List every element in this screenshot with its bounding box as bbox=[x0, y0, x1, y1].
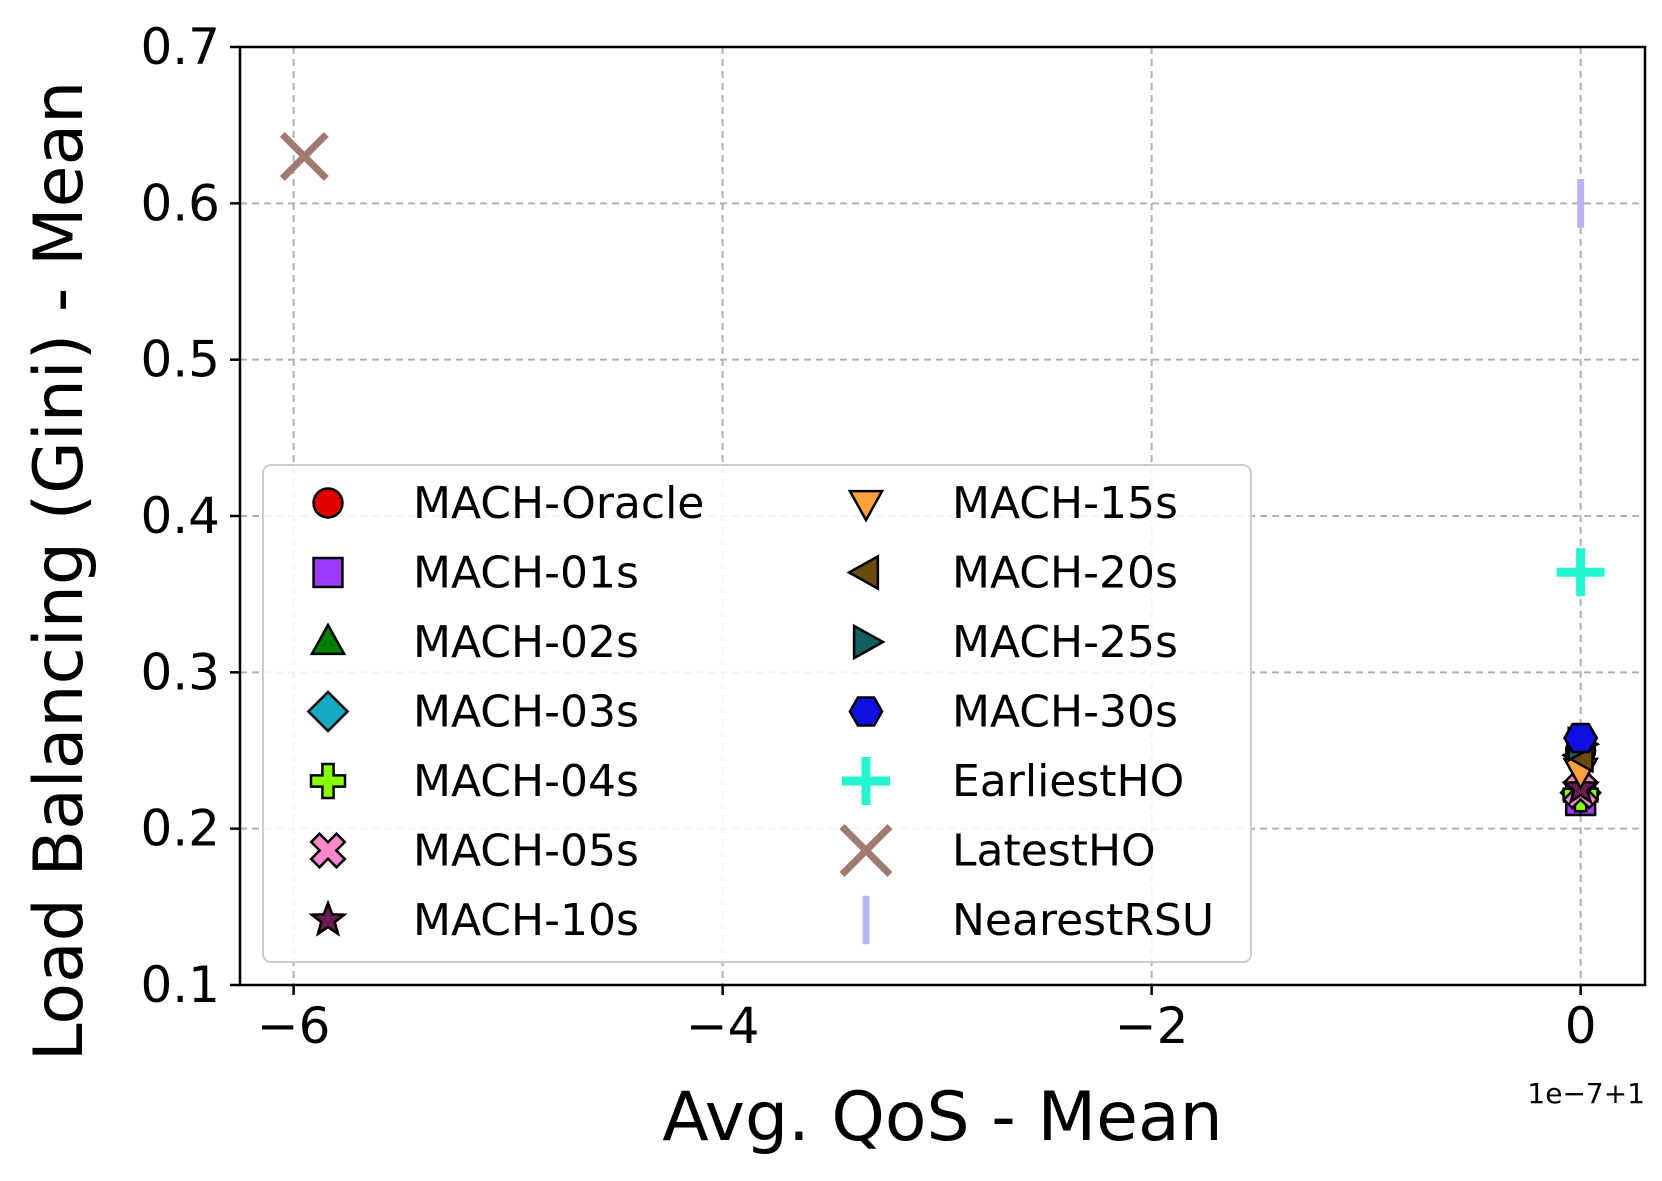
y-tick-label: 0.6 bbox=[140, 174, 220, 232]
legend-label: MACH-02s bbox=[413, 617, 639, 668]
legend-marker-star bbox=[308, 899, 348, 937]
y-tick-label: 0.1 bbox=[140, 956, 220, 1014]
x-tick-label: 0 bbox=[1565, 997, 1597, 1055]
data-point-hexagon bbox=[1563, 722, 1599, 754]
legend-marker-plus bbox=[842, 757, 890, 805]
legend-marker-x-filled bbox=[309, 831, 347, 870]
data-point bbox=[279, 131, 329, 181]
legend-label: MACH-10s bbox=[413, 895, 639, 946]
data-point bbox=[1556, 548, 1605, 597]
data-point-x bbox=[279, 131, 329, 181]
y-tick-label: 0.4 bbox=[140, 487, 220, 545]
y-axis-label: Load Balancing (Gini) - Mean bbox=[20, 81, 99, 1062]
x-axis-label: Avg. QoS - Mean bbox=[662, 1078, 1223, 1157]
x-tick-label: −4 bbox=[686, 997, 760, 1055]
legend-label: MACH-15s bbox=[952, 478, 1178, 529]
axis-ticks: −6 −4 −2 0 0.1 0.2 0.3 0.4 0.5 0.6 0.7 bbox=[140, 18, 1596, 1055]
legend-label: NearestRSU bbox=[952, 895, 1214, 946]
legend-label: MACH-30s bbox=[952, 687, 1178, 738]
legend-marker-plus-filled bbox=[309, 762, 347, 800]
legend-item: EarliestHO bbox=[842, 756, 1184, 807]
y-tick-label: 0.5 bbox=[140, 331, 220, 389]
legend-label: MACH-03s bbox=[413, 687, 639, 738]
data-point bbox=[1563, 722, 1599, 754]
legend-marker-triangle-up bbox=[309, 622, 347, 656]
legend-label: MACH-05s bbox=[413, 826, 639, 877]
legend-label: MACH-Oracle bbox=[413, 478, 704, 529]
legend-label: MACH-01s bbox=[413, 548, 639, 599]
legend-item: NearestRSU bbox=[862, 895, 1214, 946]
legend-item: LatestHO bbox=[839, 824, 1156, 877]
legend-label: MACH-04s bbox=[413, 756, 639, 807]
legend-label: LatestHO bbox=[952, 826, 1156, 877]
y-tick-label: 0.2 bbox=[140, 800, 220, 858]
data-point-plus bbox=[1556, 548, 1605, 597]
legend-label: MACH-25s bbox=[952, 617, 1178, 668]
legend-marker-triangle-right bbox=[852, 623, 886, 661]
x-axis-offset-label: 1e−7+1 bbox=[1527, 1077, 1645, 1110]
legend-item: MACH-01s bbox=[312, 548, 639, 599]
legend-marker-circle bbox=[312, 487, 344, 519]
x-tick-label: −6 bbox=[257, 997, 331, 1055]
legend-marker-square bbox=[312, 556, 344, 589]
legend-marker-triangle-left bbox=[846, 554, 880, 591]
legend-item: MACH-04s bbox=[309, 756, 639, 807]
legend-box bbox=[262, 464, 1252, 963]
legend-item: MACH-03s bbox=[306, 687, 639, 738]
legend-marker-diamond bbox=[306, 690, 350, 733]
legend-item: MACH-30s bbox=[848, 687, 1178, 738]
legend-item: MACH-10s bbox=[308, 895, 639, 946]
legend-marker-triangle-down bbox=[847, 489, 885, 523]
legend-item: MACH-25s bbox=[852, 617, 1178, 668]
legend-marker-hexagon bbox=[848, 696, 884, 727]
legend-item: MACH-20s bbox=[846, 548, 1178, 599]
legend-label: MACH-20s bbox=[952, 548, 1178, 599]
legend-marker-x bbox=[839, 824, 893, 877]
legend-item: MACH-Oracle bbox=[312, 478, 704, 529]
legend-item: MACH-15s bbox=[847, 478, 1178, 529]
legend-item: MACH-02s bbox=[309, 617, 639, 668]
legend-label: EarliestHO bbox=[952, 756, 1184, 807]
y-tick-label: 0.3 bbox=[140, 643, 220, 701]
data-markers bbox=[279, 131, 1605, 817]
x-tick-label: −2 bbox=[1115, 997, 1189, 1055]
y-tick-label: 0.7 bbox=[140, 18, 220, 76]
legend: MACH-Oracle MACH-01s MACH-02s MACH-03s MACH-… bbox=[262, 464, 1252, 963]
legend-item: MACH-05s bbox=[309, 826, 639, 877]
